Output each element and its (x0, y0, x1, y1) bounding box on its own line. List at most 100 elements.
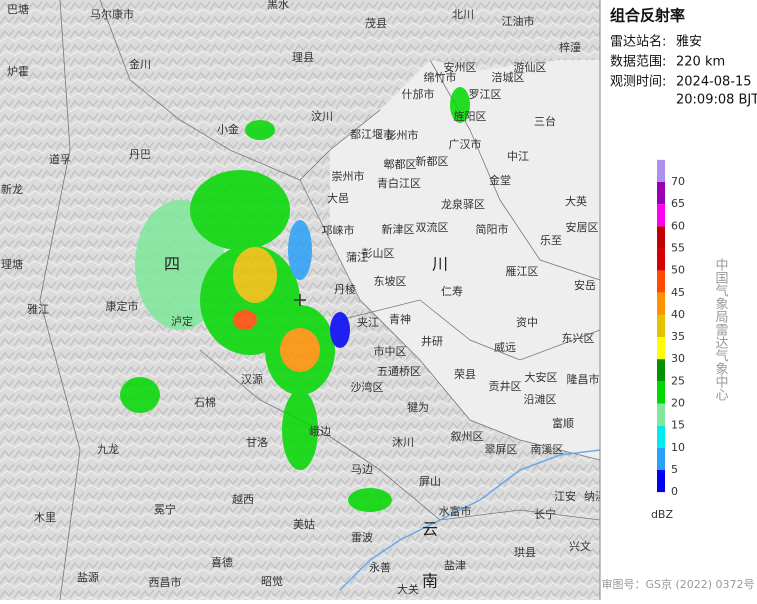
place-label: 双流区 (416, 220, 449, 234)
color-swatch (657, 469, 665, 493)
place-label: 彭山区 (362, 246, 395, 260)
place-label: 北川 (452, 8, 474, 21)
place-label: 马尔康市 (90, 7, 134, 21)
colorbar-label: 55 (671, 241, 685, 254)
value: 2024-08-15 (676, 75, 752, 90)
place-label: 雁江区 (506, 265, 539, 278)
place-label: 彭州市 (386, 128, 419, 142)
place-label: 江油市 (502, 14, 535, 28)
place-label: 安居区 (566, 220, 599, 234)
label: 数据范围: (610, 55, 666, 70)
place-label: 都江堰市 (350, 127, 394, 141)
colorbar-label: 50 (671, 264, 685, 277)
place-label: 康定市 (106, 299, 139, 313)
place-label: 井研 (421, 334, 443, 348)
colorbar-label: 10 (671, 441, 685, 454)
place-label: 邛崃市 (322, 223, 355, 237)
place-label: 道孚 (49, 152, 71, 166)
place-label: 黑水 (267, 0, 289, 11)
echo (450, 87, 470, 123)
place-label: 中江 (507, 150, 529, 163)
place-label: 大关 (397, 582, 419, 596)
place-label: 绵竹市 (424, 70, 457, 84)
value: 220 km (676, 55, 725, 70)
place-label: 江安 (554, 489, 576, 503)
place-label: 兴文 (569, 539, 591, 553)
color-swatch (657, 359, 665, 382)
place-label: 罗江区 (469, 88, 502, 101)
color-swatch (657, 337, 665, 360)
echo (233, 310, 257, 330)
place-label: 永善 (369, 560, 391, 574)
place-label: 青白江区 (377, 176, 421, 190)
place-label: 蒲江 (346, 250, 368, 264)
place-label: 安岳 (574, 278, 596, 292)
color-swatch (657, 204, 665, 227)
label: 观测时间: (610, 75, 666, 90)
colorbar-label: 60 (671, 219, 685, 232)
place-label: 贡井区 (489, 379, 522, 393)
colorbar-label: 70 (671, 175, 685, 188)
place-label: 大英 (565, 194, 587, 208)
place-label: 越西 (232, 492, 254, 506)
place-label: 五通桥区 (377, 365, 421, 378)
radar-station (294, 294, 306, 306)
place-label: 理县 (292, 51, 314, 64)
place-label: 青神 (389, 312, 411, 326)
place-label: 东兴区 (562, 332, 595, 345)
place-label: 冕宁 (154, 502, 176, 516)
colorbar-label: 40 (671, 308, 685, 321)
colorbar-label: 65 (671, 197, 685, 210)
place-label: 雷波 (351, 531, 373, 544)
place-label: 沐川 (392, 436, 414, 449)
place-label: 巴塘 (7, 2, 29, 16)
footer: 审图号：GS京 (2022) 0372号 (601, 577, 754, 591)
place-label: 新都区 (416, 154, 449, 168)
place-label: 旌阳区 (454, 109, 487, 123)
place-label: 叙州区 (451, 429, 484, 443)
place-label: 荣县 (454, 368, 476, 381)
river (339, 449, 601, 591)
place-label: 金川 (129, 57, 151, 71)
colorbar-label: 35 (671, 330, 685, 343)
colorbar-label: 20 (671, 397, 685, 410)
colorbar-label: 45 (671, 286, 685, 299)
place-label: 涪城区 (492, 70, 525, 84)
place-label: 夹江 (357, 316, 379, 329)
place-label: 甘洛 (246, 435, 268, 449)
place-label: 富顺 (552, 416, 574, 430)
place-label: 梓潼 (559, 40, 581, 54)
echo (288, 220, 312, 280)
label: 雷达站名: (610, 34, 666, 50)
place-label: 马边 (351, 463, 373, 476)
place-label: 隆昌市 (567, 372, 600, 386)
echoes (120, 87, 470, 512)
place-label: 石棉 (194, 395, 216, 409)
place-label: 泸定 (171, 314, 193, 328)
place-label: 广汉市 (449, 137, 482, 151)
basin (330, 60, 600, 460)
place-label: 昭觉 (261, 575, 283, 588)
place-label: 四 (164, 255, 180, 274)
place-label: 理塘 (1, 257, 23, 271)
colorbar-label: 25 (671, 374, 685, 387)
place-label: 雅江 (27, 302, 49, 316)
unit: dBZ (651, 508, 674, 521)
place-label: 游仙区 (514, 61, 547, 74)
color-swatch (657, 425, 665, 448)
color-swatch (657, 182, 665, 205)
echo (330, 312, 350, 348)
place-label: 郫都区 (384, 157, 417, 171)
place-label: 小金 (217, 122, 239, 136)
colorbar-label: 5 (671, 463, 678, 476)
place-label: 简阳市 (476, 222, 509, 236)
place-label: 汉源 (241, 372, 263, 386)
place-label: 南 (422, 572, 438, 591)
place-label: 犍为 (407, 401, 429, 414)
echo (280, 328, 320, 372)
place-label: 峨边 (309, 425, 331, 438)
place-label: 仁寿 (441, 284, 463, 298)
